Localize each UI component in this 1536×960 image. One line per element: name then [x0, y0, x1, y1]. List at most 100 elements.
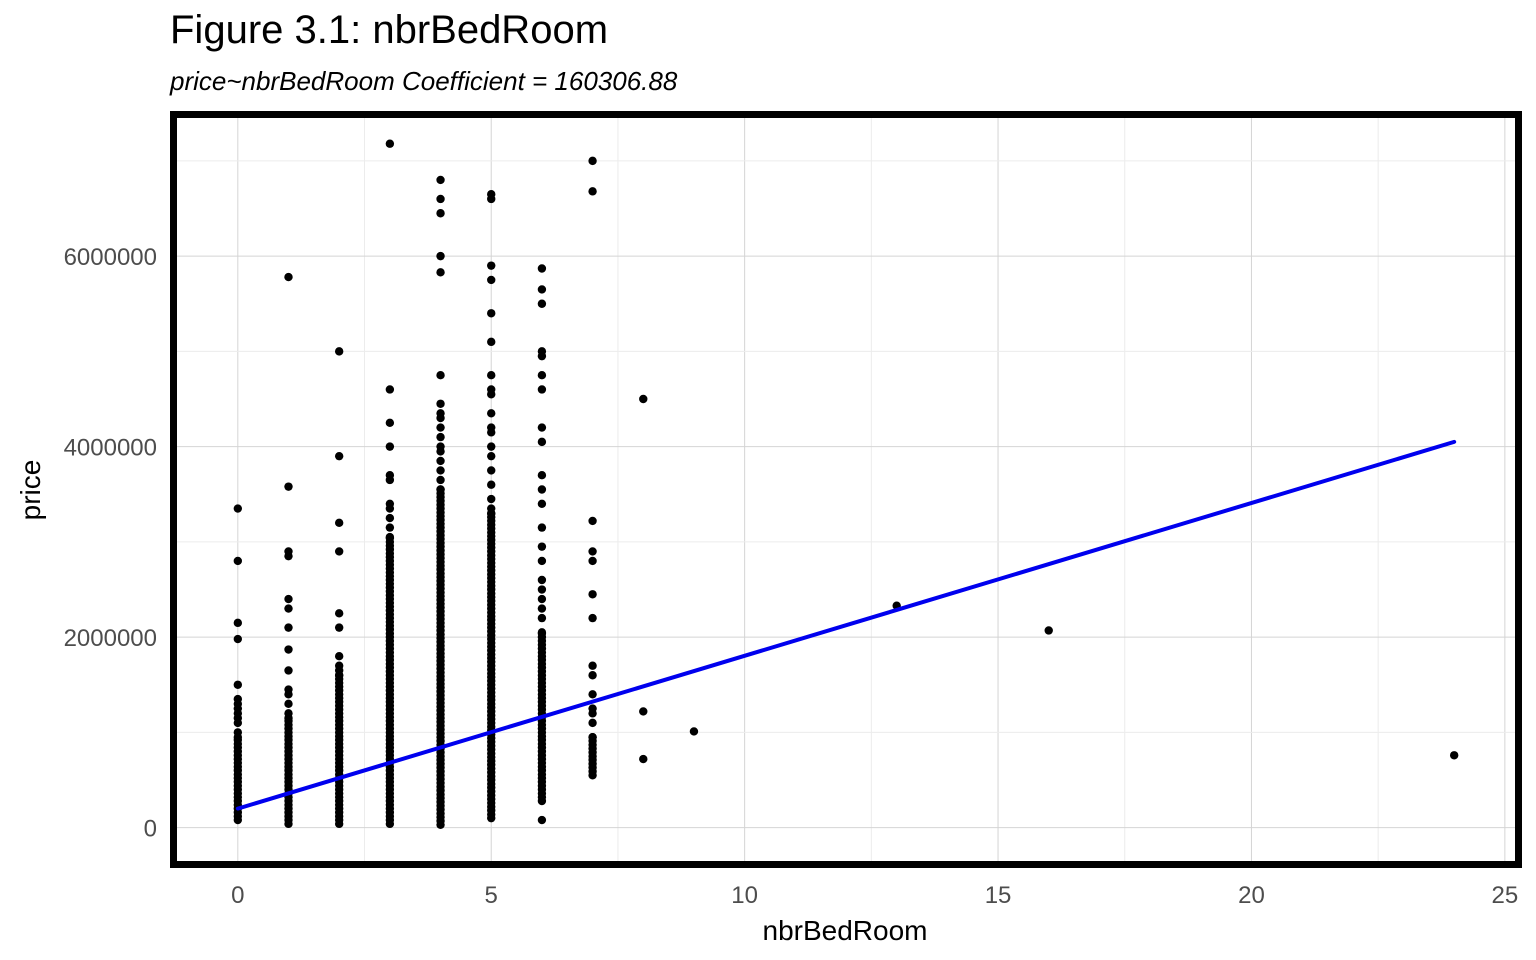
data-point — [487, 466, 496, 475]
data-point — [436, 442, 445, 451]
data-point — [639, 394, 648, 404]
data-point — [588, 671, 597, 680]
data-point — [284, 666, 293, 675]
data-point — [233, 504, 243, 513]
x-axis-title: nbrBedRoom — [763, 915, 928, 946]
data-point — [334, 547, 344, 556]
y-axis-title: price — [15, 460, 46, 521]
data-point — [233, 618, 243, 628]
data-point — [588, 556, 597, 566]
data-point — [537, 471, 547, 480]
data-point — [436, 370, 445, 380]
data-point — [436, 175, 445, 185]
data-point — [284, 604, 293, 613]
data-point — [537, 285, 547, 294]
regression-line — [235, 439, 1457, 811]
data-point — [233, 634, 243, 644]
data-point — [436, 485, 445, 494]
x-tick-label: 20 — [1238, 882, 1265, 909]
x-tick-label: 0 — [231, 882, 244, 909]
data-point — [588, 732, 597, 742]
y-tick-label: 2000000 — [64, 625, 157, 652]
data-point — [537, 423, 547, 432]
data-point — [233, 680, 243, 689]
data-point — [487, 451, 496, 461]
data-point — [1044, 626, 1053, 635]
data-point — [537, 815, 547, 825]
data-point — [588, 516, 597, 526]
data-point — [487, 409, 496, 418]
data-point — [436, 432, 445, 442]
data-point — [436, 466, 445, 475]
data-point — [385, 471, 395, 480]
data-point — [284, 272, 293, 282]
x-tick-label: 15 — [985, 882, 1012, 909]
data-point — [385, 442, 395, 451]
data-point — [689, 727, 699, 736]
data-point — [487, 385, 496, 394]
data-point — [284, 645, 293, 654]
data-point — [487, 423, 496, 432]
data-point — [385, 523, 395, 532]
data-point — [334, 451, 344, 461]
data-point — [385, 385, 395, 394]
data-point — [385, 532, 395, 542]
plot-border — [170, 111, 1522, 868]
data-point — [284, 685, 293, 694]
data-point — [436, 399, 445, 408]
data-point — [385, 513, 395, 523]
data-point — [588, 187, 597, 196]
data-point — [537, 485, 547, 494]
data-point — [537, 385, 547, 394]
data-point — [284, 709, 293, 718]
data-point — [639, 754, 648, 764]
chart-subtitle: price~nbrBedRoom Coefficient = 160306.88 — [170, 66, 678, 96]
data-point — [284, 594, 293, 604]
data-point — [588, 590, 597, 599]
data-points — [233, 139, 1459, 830]
data-point — [1449, 751, 1459, 760]
data-point — [436, 423, 445, 432]
data-point — [537, 264, 547, 273]
data-point — [588, 613, 597, 623]
data-point — [284, 699, 293, 709]
y-tick-label: 4000000 — [64, 435, 157, 462]
data-point — [487, 261, 496, 270]
data-point — [537, 370, 547, 380]
data-point — [487, 504, 496, 513]
x-tick-label: 10 — [731, 882, 758, 909]
data-point — [588, 547, 597, 556]
data-point — [639, 707, 648, 716]
data-point — [537, 299, 547, 308]
data-point — [334, 651, 344, 661]
data-point — [436, 456, 445, 466]
data-point — [537, 523, 547, 532]
data-point — [436, 268, 445, 277]
gridlines — [177, 118, 1515, 861]
data-point — [487, 442, 496, 451]
data-point — [436, 409, 445, 418]
data-point — [436, 209, 445, 218]
x-axis: 0 5 10 15 20 25 — [231, 882, 1518, 909]
data-point — [537, 613, 547, 623]
data-point — [233, 728, 243, 737]
data-point — [284, 547, 293, 556]
data-point — [537, 499, 547, 508]
data-point — [487, 337, 496, 347]
x-tick-label: 5 — [485, 882, 498, 909]
data-point — [537, 437, 547, 447]
data-point — [537, 594, 547, 604]
data-point — [385, 499, 395, 508]
x-tick-label: 25 — [1492, 882, 1519, 909]
data-point — [487, 275, 496, 285]
chart-title: Figure 3.1: nbrBedRoom — [170, 8, 609, 52]
y-tick-label: 0 — [144, 816, 157, 843]
data-point — [334, 661, 344, 670]
regression-line-group — [235, 439, 1457, 811]
data-point — [385, 139, 395, 148]
data-point — [537, 585, 547, 594]
data-point — [588, 718, 597, 728]
data-point — [588, 156, 597, 166]
data-point — [284, 623, 293, 632]
